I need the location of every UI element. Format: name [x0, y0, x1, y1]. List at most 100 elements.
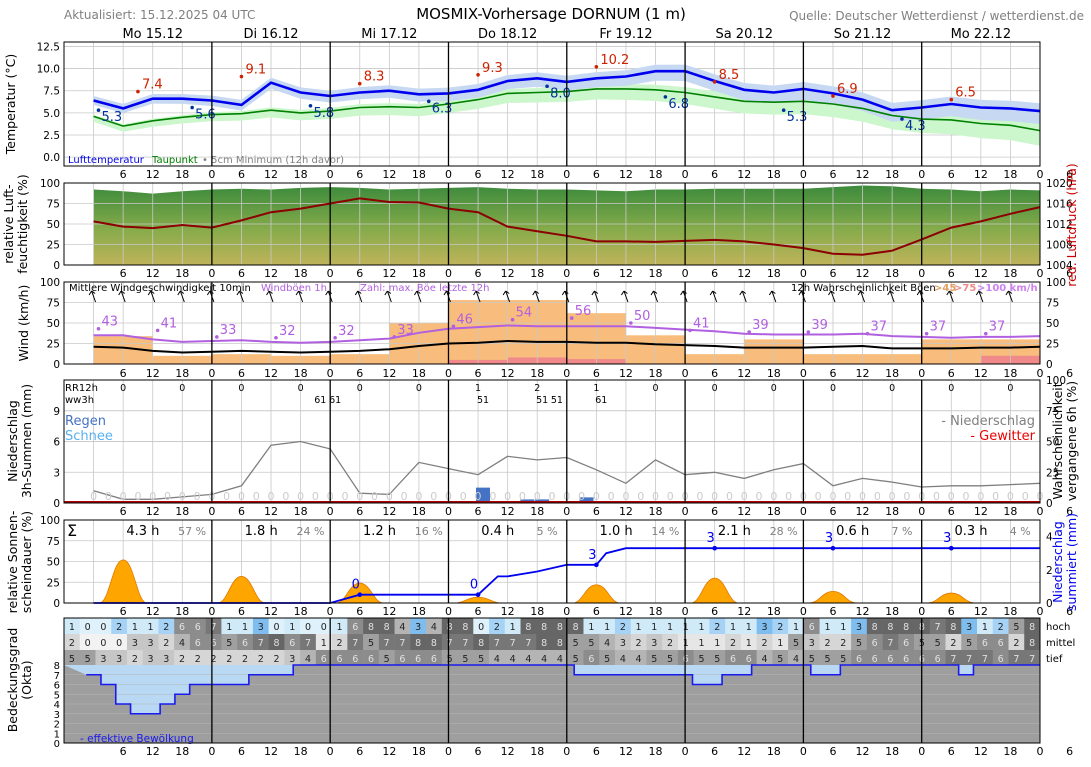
cloud-cell — [284, 650, 301, 666]
cloud-cell — [158, 650, 175, 666]
precip-bar — [475, 487, 490, 503]
cloud-cell — [552, 618, 569, 634]
cloud-cell-value: 5 — [368, 638, 374, 649]
daily-sun-percent: 24 % — [296, 525, 324, 538]
max-label: 6.5 — [955, 86, 976, 101]
cloud-cell-value: 6 — [211, 638, 217, 649]
min-label: 5.6 — [195, 108, 216, 123]
hour-tick-label: 0 — [208, 367, 215, 380]
cloud-cell-value: 6 — [746, 654, 752, 665]
hour-tick-label: 0 — [918, 745, 925, 758]
cloud-cell-value: 7 — [966, 654, 972, 665]
hour-tick-label: 6 — [711, 745, 718, 758]
rr12-value: 0 — [830, 383, 836, 394]
hour-tick-label: 12 — [382, 505, 396, 518]
hour-tick-label: 0 — [1037, 605, 1044, 618]
cloud-cell — [457, 634, 474, 650]
cloud-cell-value: 2 — [667, 638, 673, 649]
precip-bar-label: 0 — [844, 490, 851, 503]
hour-tick-label: 12 — [619, 605, 633, 618]
hour-tick-label: 6 — [238, 605, 245, 618]
max-gust-label: 37 — [930, 320, 947, 335]
hour-tick-label: 0 — [800, 605, 807, 618]
hour-tick-label: 6 — [711, 505, 718, 518]
cloud-cell — [851, 618, 868, 634]
cloud-cell — [977, 650, 994, 666]
cloud-cell-value: 2 — [494, 622, 500, 633]
cloud-cell-value: 7 — [935, 622, 941, 633]
hour-tick-label: 12 — [856, 267, 870, 280]
cloud-cell-value: 2 — [195, 654, 201, 665]
axis-label-line: relative Sonnen- — [5, 511, 20, 614]
y-tick-label: 5 — [54, 690, 60, 701]
axis-label: Temperatur (°C) — [3, 54, 18, 155]
cloud-cell-value: 8 — [1029, 638, 1035, 649]
hour-tick-label: 0 — [208, 168, 215, 181]
cloud-cell — [189, 634, 206, 650]
axis-label: Wahrscheinlichkeitvergangene 6h (%) — [1050, 381, 1079, 501]
y-tick-label: 50 — [47, 219, 60, 231]
precip-bar-label: 0 — [578, 490, 585, 503]
cloud-cell — [378, 618, 395, 634]
hour-tick-label: 18 — [885, 168, 899, 181]
cloud-cell-value: 8 — [1029, 622, 1035, 633]
cloud-cell — [457, 650, 474, 666]
humidity-pressure-panel: 6 12 18 0 6 12 18 0 6 12 18 0 6 12 18 0 6 12 18 0 6 12 18 0 6 12 1… — [1, 163, 1079, 287]
cloud-cell-value: 3 — [148, 654, 154, 665]
cloud-cell-value: 1 — [667, 622, 673, 633]
cloud-cell — [599, 618, 616, 634]
cumulative-marker — [712, 545, 717, 551]
cloud-cell-value: 4 — [494, 654, 500, 665]
cloud-cell-value: 8 — [447, 622, 453, 633]
hour-tick-label: 12 — [146, 605, 160, 618]
cloud-cell — [158, 634, 175, 650]
cloud-cell — [205, 618, 222, 634]
cloud-cell-value: 0 — [305, 622, 311, 633]
max-gust-marker — [688, 328, 692, 333]
cloud-cell-value: 7 — [258, 638, 264, 649]
y-tick-label: 5.0 — [43, 108, 60, 120]
cloud-cell-value: 6 — [336, 654, 342, 665]
hour-tick-label: 12 — [974, 367, 988, 380]
hour-tick-label: 18 — [885, 745, 899, 758]
cloud-cell — [347, 618, 364, 634]
cloud-cell — [709, 634, 726, 650]
cloud-cell-value: 1 — [793, 622, 799, 633]
hour-tick-label: 6 — [120, 367, 127, 380]
hour-tick-label: 0 — [563, 605, 570, 618]
hour-tick-label: 6 — [120, 505, 127, 518]
cloud-cell — [599, 650, 616, 666]
cloud-cell — [898, 618, 915, 634]
cloud-cell — [64, 650, 81, 666]
cloud-cell-value: 3 — [100, 654, 106, 665]
cloud-cell — [394, 650, 411, 666]
panel-frame — [63, 281, 1041, 365]
axis-label-line: vergangene 6h (%) — [1064, 381, 1079, 501]
cumulative-marker — [948, 545, 954, 551]
cloud-cell — [866, 650, 883, 666]
cloud-cell — [410, 650, 427, 666]
hour-tick-label: 18 — [1003, 605, 1017, 618]
y-tick-label: 0 — [53, 359, 60, 371]
cloud-cell — [95, 618, 112, 634]
cloud-cell — [300, 618, 317, 634]
cloud-cell-value: 7 — [887, 638, 893, 649]
cloud-cell-value: 2 — [226, 654, 232, 665]
hour-tick-label: 6 — [475, 367, 482, 380]
hour-tick-label: 18 — [767, 505, 781, 518]
wind-direction-arrow — [1005, 290, 1013, 303]
hour-tick-label: 6 — [475, 168, 482, 181]
wind-direction-arrow — [768, 290, 777, 303]
min-label: 5.8 — [313, 106, 334, 121]
min-marker — [96, 108, 101, 112]
cloud-cell-value: 8 — [573, 622, 579, 633]
cloud-cell-value: 1 — [588, 622, 594, 633]
max-marker — [949, 97, 954, 102]
daily-sun-percent: 5 % — [537, 525, 558, 538]
cloud-cell — [504, 650, 521, 666]
hour-tick-label: 12 — [619, 745, 633, 758]
cloud-cell — [331, 618, 348, 634]
legend-precip-prob: - Niederschlag — [941, 414, 1035, 429]
cloud-cell — [756, 650, 773, 666]
